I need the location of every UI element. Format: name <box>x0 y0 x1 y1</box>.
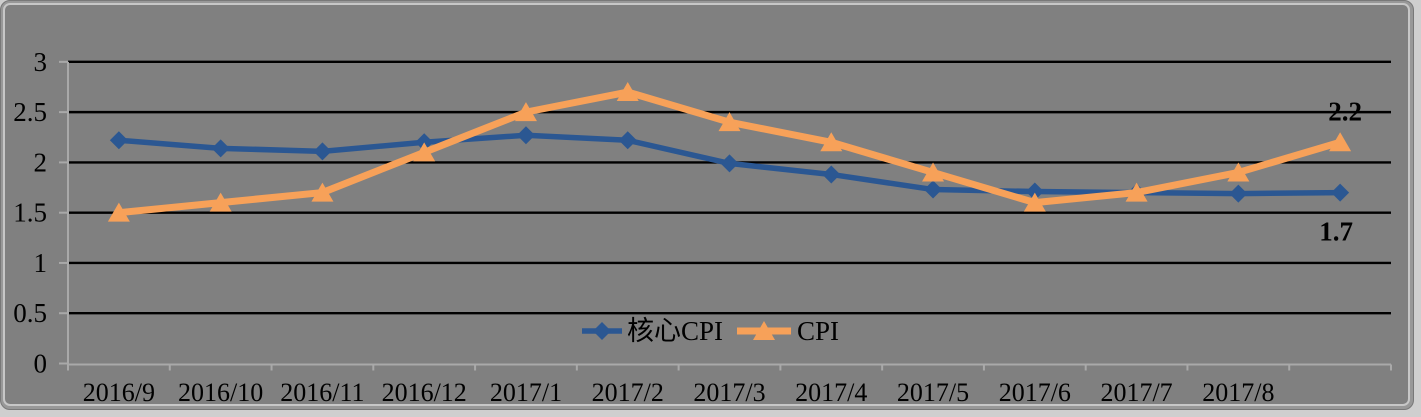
diamond-marker-core-cpi[interactable] <box>1229 184 1248 203</box>
diamond-marker-core-cpi[interactable] <box>720 154 739 173</box>
gridlines <box>68 60 1391 315</box>
triangle-marker-cpi[interactable] <box>820 132 843 152</box>
triangle-marker-cpi[interactable] <box>718 112 741 132</box>
diamond-marker-core-cpi[interactable] <box>516 126 535 145</box>
diamond-marker-core-cpi[interactable] <box>211 139 230 158</box>
diamond-marker-core-cpi[interactable] <box>313 142 332 161</box>
legend-item-cpi[interactable]: CPI <box>737 316 839 346</box>
legend-item-core-cpi[interactable]: 核心CPI <box>582 316 723 346</box>
axis-labels: 3 2.5 2 1.5 1 0.5 0 2016/9 2016/10 2016/11 2016/12… <box>13 47 1274 407</box>
diamond-marker-core-cpi[interactable] <box>415 133 434 152</box>
triangle-icon <box>753 321 775 340</box>
legend-label-core-cpi: 核心CPI <box>627 316 723 346</box>
y-tick-label: 2 <box>34 147 48 177</box>
diamond-icon <box>593 322 611 340</box>
triangle-marker-cpi[interactable] <box>1023 192 1046 212</box>
triangle-marker-cpi[interactable] <box>1125 182 1148 202</box>
x-tick-label: 2017/8 <box>1202 378 1274 407</box>
y-tick-label: 0.5 <box>13 298 47 328</box>
y-tick-label: 3 <box>34 47 48 77</box>
diamond-marker-core-cpi[interactable] <box>822 165 841 184</box>
triangle-marker-cpi[interactable] <box>922 162 945 182</box>
diamond-marker-core-cpi[interactable] <box>1025 182 1044 201</box>
data-label-cpi: 2.2 <box>1328 96 1362 126</box>
x-tick-label: 2017/7 <box>1100 378 1172 407</box>
x-tick-label: 2016/11 <box>280 378 364 407</box>
data-labels: 1.7 2.2 <box>1319 96 1362 246</box>
triangle-marker-cpi[interactable] <box>413 142 436 162</box>
y-tick-label: 2.5 <box>13 97 47 127</box>
triangle-marker-cpi[interactable] <box>107 202 130 222</box>
x-tick-label: 2016/10 <box>178 378 263 407</box>
x-tick-label: 2017/3 <box>693 378 765 407</box>
x-tick-label: 2017/4 <box>795 378 867 407</box>
axes <box>59 60 1392 371</box>
diamond-marker-core-cpi[interactable] <box>924 180 943 199</box>
y-tick-label: 1 <box>34 248 48 278</box>
diamond-marker-core-cpi[interactable] <box>1331 183 1350 202</box>
x-tick-label: 2017/6 <box>999 378 1071 407</box>
diamond-marker-core-cpi[interactable] <box>618 131 637 150</box>
triangle-marker-cpi[interactable] <box>311 182 334 202</box>
legend: 核心CPI CPI <box>582 316 839 346</box>
triangle-marker-cpi[interactable] <box>209 192 232 212</box>
chart-background[interactable] <box>3 3 1410 406</box>
diamond-marker-core-cpi[interactable] <box>109 131 128 150</box>
y-tick-label: 1.5 <box>13 198 47 228</box>
x-tick-label: 2017/1 <box>490 378 562 407</box>
x-tick-label: 2016/12 <box>382 378 467 407</box>
triangle-marker-cpi[interactable] <box>514 102 537 122</box>
legend-label-cpi: CPI <box>797 316 839 346</box>
data-label-core-cpi: 1.7 <box>1319 217 1353 247</box>
x-tick-label: 2017/2 <box>592 378 664 407</box>
triangle-marker-cpi[interactable] <box>616 82 639 102</box>
series-group <box>107 82 1352 222</box>
triangle-marker-cpi[interactable] <box>1227 162 1250 182</box>
x-tick-label: 2016/9 <box>83 378 155 407</box>
x-tick-label: 2017/5 <box>897 378 969 407</box>
y-tick-label: 0 <box>34 349 48 379</box>
triangle-marker-cpi[interactable] <box>1329 132 1352 152</box>
